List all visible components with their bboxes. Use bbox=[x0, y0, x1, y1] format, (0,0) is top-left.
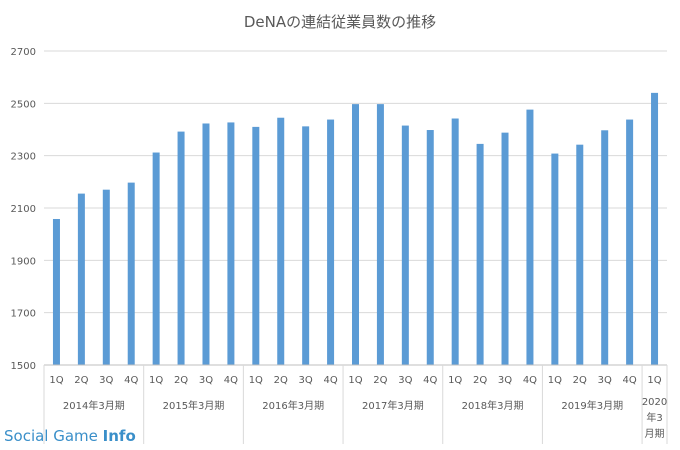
x-tick-label: 4Q bbox=[224, 375, 238, 386]
x-tick-label: 1Q bbox=[548, 375, 562, 386]
bar bbox=[127, 182, 135, 365]
x-tick-label: 3Q bbox=[99, 375, 113, 386]
x-tick-label: 1Q bbox=[149, 375, 163, 386]
y-tick-label: 2700 bbox=[11, 47, 36, 58]
svg-text:Social Game Info: Social Game Info bbox=[4, 427, 136, 445]
bar bbox=[576, 144, 584, 365]
x-tick-label: 1Q bbox=[249, 375, 263, 386]
x-tick-label: 1Q bbox=[647, 375, 661, 386]
bar bbox=[77, 193, 85, 365]
y-tick-label: 1500 bbox=[11, 361, 36, 372]
x-tick-label: 4Q bbox=[124, 375, 138, 386]
group-label: 2018年3月期 bbox=[462, 399, 524, 412]
group-label: 2015年3月期 bbox=[163, 399, 225, 412]
bar bbox=[501, 132, 509, 365]
x-tick-label: 2Q bbox=[573, 375, 587, 386]
x-tick-label: 4Q bbox=[523, 375, 537, 386]
x-tick-label: 4Q bbox=[323, 375, 337, 386]
bar bbox=[651, 92, 659, 365]
group-label: 2020 年3 月期 bbox=[642, 397, 667, 440]
x-tick-label: 3Q bbox=[498, 375, 512, 386]
x-tick-label: 2Q bbox=[373, 375, 387, 386]
bar bbox=[277, 117, 285, 365]
x-axis: 1Q 2Q 3Q 4Q 1Q 2Q 3Q 4Q 1Q 2Q 3Q 4Q 1Q 2Q 3Q 4Q 1Q 2Q 3Q 4Q… bbox=[43, 364, 668, 444]
y-tick-label: 2100 bbox=[11, 204, 36, 215]
group-label: 2016年3月期 bbox=[262, 399, 324, 412]
watermark: Social Game Info bbox=[4, 427, 136, 445]
x-tick-label: 1Q bbox=[348, 375, 362, 386]
y-tick-label: 2300 bbox=[11, 152, 36, 163]
x-tick-label: 2Q bbox=[74, 375, 88, 386]
x-tick-label: 3Q bbox=[398, 375, 412, 386]
x-tick-label: 3Q bbox=[598, 375, 612, 386]
x-tick-label: 4Q bbox=[623, 375, 637, 386]
watermark-text-2: Info bbox=[103, 427, 136, 445]
bar bbox=[102, 189, 110, 365]
group-label: 2019年3月期 bbox=[561, 399, 623, 412]
bar bbox=[252, 126, 260, 365]
bar bbox=[476, 143, 484, 365]
watermark-text-1: Social Game bbox=[4, 427, 103, 445]
x-tick-label: 4Q bbox=[423, 375, 437, 386]
x-tick-label: 3Q bbox=[299, 375, 313, 386]
y-tick-label: 1700 bbox=[11, 309, 36, 320]
x-tick-label: 2Q bbox=[473, 375, 487, 386]
bar bbox=[52, 218, 60, 365]
bar bbox=[302, 126, 310, 365]
bar bbox=[152, 152, 160, 365]
bar bbox=[177, 131, 185, 365]
x-tick-label: 1Q bbox=[448, 375, 462, 386]
x-tick-label: 2Q bbox=[274, 375, 288, 386]
bar bbox=[426, 130, 434, 365]
bar bbox=[551, 153, 559, 365]
x-tick-label: 2Q bbox=[174, 375, 188, 386]
bar bbox=[327, 119, 335, 365]
x-tick-label: 3Q bbox=[199, 375, 213, 386]
bar bbox=[352, 104, 359, 365]
group-label: 2017年3月期 bbox=[362, 399, 424, 412]
bar bbox=[401, 125, 409, 365]
bar bbox=[227, 122, 235, 365]
group-label: 2014年3月期 bbox=[63, 399, 125, 412]
bar bbox=[526, 109, 534, 365]
y-axis-ticks: 1500 1700 1900 2100 2300 2500 2700 bbox=[11, 47, 36, 372]
bar bbox=[202, 123, 210, 366]
bar bbox=[601, 130, 609, 365]
bar bbox=[451, 118, 459, 365]
x-tick-label: 1Q bbox=[49, 375, 63, 386]
bar bbox=[376, 104, 384, 365]
y-tick-label: 1900 bbox=[11, 256, 36, 267]
chart-title: DeNAの連結従業員数の推移 bbox=[244, 13, 436, 31]
y-tick-label: 2500 bbox=[11, 99, 36, 110]
bars bbox=[52, 92, 659, 366]
bar bbox=[626, 119, 634, 365]
